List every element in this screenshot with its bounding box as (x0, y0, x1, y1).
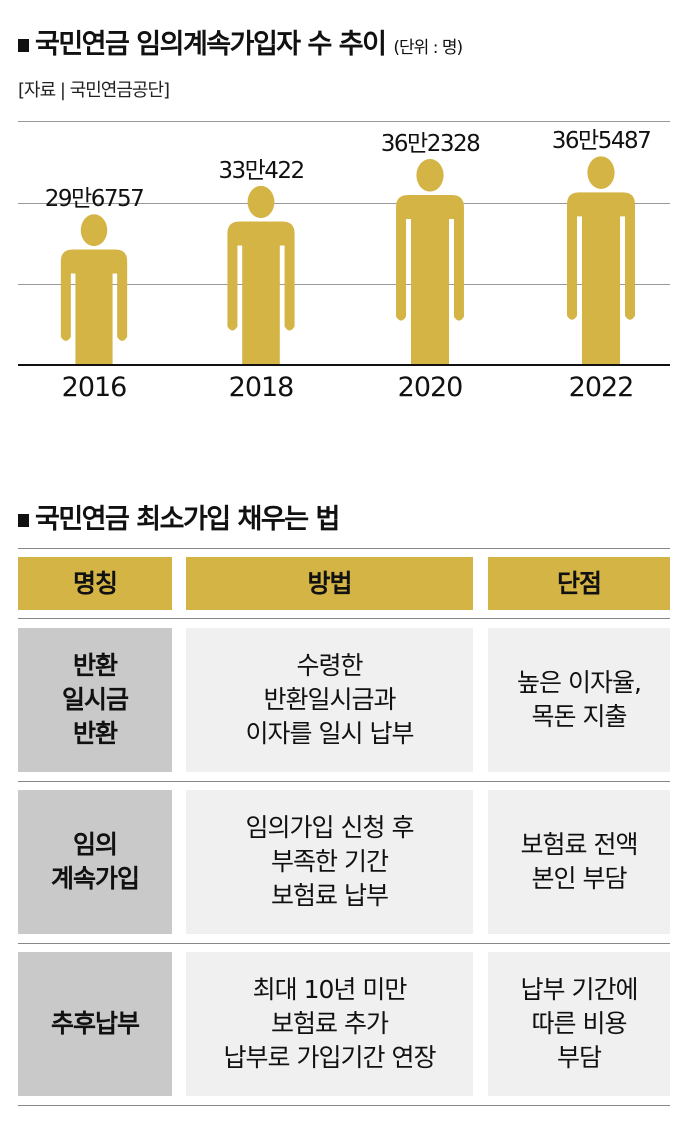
x-tick-label: 2022 (568, 372, 635, 403)
square-bullet-icon (18, 39, 29, 52)
value-label: 36만5487 (551, 128, 652, 154)
cell-name: 임의 계속가입 (18, 790, 172, 934)
x-tick-label: 2018 (228, 372, 295, 403)
divider (18, 781, 670, 782)
header-drawback: 단점 (488, 557, 670, 610)
header-name: 명칭 (18, 557, 172, 610)
chart-title: 국민연금 임의계속가입자 수 추이 (단위 : 명) (18, 22, 463, 61)
cell-drawback: 보험료 전액 본인 부담 (488, 790, 670, 934)
header-method: 방법 (186, 557, 473, 610)
cell-name: 추후납부 (18, 952, 172, 1096)
table-title-text: 국민연금 최소가입 채우는 법 (35, 504, 340, 535)
pictogram-chart (60, 156, 635, 364)
unit-label: (단위 : 명) (393, 38, 463, 58)
square-bullet-icon (18, 514, 29, 527)
gridline (18, 121, 670, 122)
person-mark-2020 (396, 158, 464, 364)
value-label: 29만6757 (44, 185, 145, 212)
cell-drawback: 납부 기간에 따른 비용 부담 (488, 952, 670, 1096)
divider (18, 548, 670, 549)
gridline (18, 203, 670, 204)
baseline (18, 364, 670, 366)
cell-method: 임의가입 신청 후 부족한 기간 보험료 납부 (186, 790, 473, 934)
value-label: 36만2328 (380, 130, 481, 157)
chart-title-text: 국민연금 임의계속가입자 수 추이 (35, 29, 387, 60)
x-tick-label: 2020 (397, 372, 464, 403)
cell-drawback: 높은 이자율, 목돈 지출 (488, 628, 670, 772)
person-mark-2022 (567, 156, 635, 364)
cell-name: 반환 일시금 반환 (18, 628, 172, 772)
divider (18, 618, 670, 619)
gridline (18, 284, 670, 285)
value-label: 33만422 (218, 157, 305, 184)
table-title: 국민연금 최소가입 채우는 법 (18, 497, 340, 536)
person-mark-2018 (227, 185, 295, 364)
person-mark-2016 (60, 214, 128, 364)
source-label: [자료 | 국민연금공단] (18, 80, 170, 101)
cell-method: 수령한 반환일시금과 이자를 일시 납부 (186, 628, 473, 772)
divider (18, 943, 670, 944)
x-tick-label: 2016 (61, 372, 128, 403)
cell-method: 최대 10년 미만 보험료 추가 납부로 가입기간 연장 (186, 952, 473, 1096)
divider (18, 1105, 670, 1106)
